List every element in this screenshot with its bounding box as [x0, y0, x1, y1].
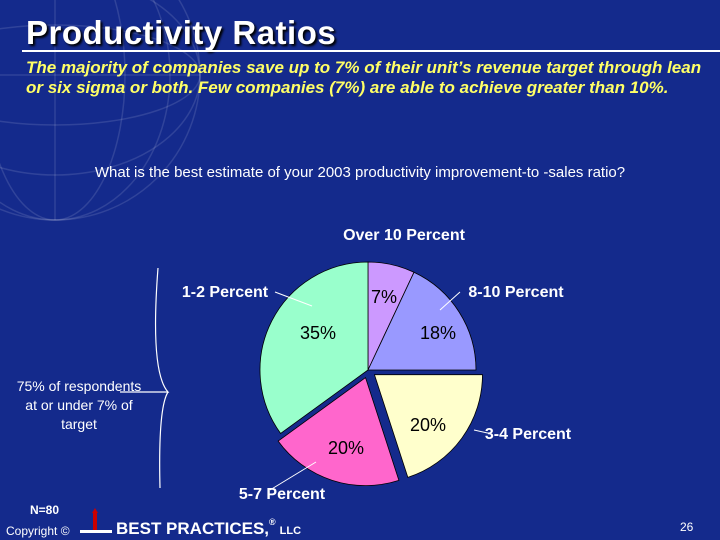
title-divider	[22, 50, 720, 52]
slice-percent-label: 7%	[371, 287, 397, 307]
logo-mark-icon	[80, 508, 112, 533]
slice-category-label: Over 10 Percent	[343, 227, 466, 244]
survey-question: What is the best estimate of your 2003 p…	[94, 164, 626, 181]
copyright-text: Copyright ©	[6, 524, 70, 538]
company-logo: BEST PRACTICES,®LLC	[116, 517, 302, 539]
slice-percent-label: 18%	[420, 323, 456, 343]
pie-slice	[367, 271, 477, 371]
page-number: 26	[680, 520, 694, 534]
slice-category-label: 8-10 Percent	[468, 284, 564, 301]
slice-percent-label: 35%	[300, 323, 336, 343]
slice-percent-label: 20%	[410, 415, 446, 435]
pie-slice	[259, 261, 369, 435]
page-title: Productivity Ratios	[26, 14, 337, 51]
registered-mark: ®	[269, 517, 276, 527]
sample-size: N=80	[30, 503, 60, 517]
slice-category-label: 5-7 Percent	[239, 486, 326, 503]
company-suffix: LLC	[279, 525, 302, 537]
slice-category-label: 3-4 Percent	[485, 426, 572, 443]
pie-slice	[373, 374, 483, 478]
slice-category-label: 1-2 Percent	[182, 284, 269, 301]
summary-note: 75% of respondents at or under 7% of tar…	[16, 378, 142, 432]
slice-percent-label: 20%	[328, 438, 364, 458]
callout-line	[274, 291, 313, 307]
company-name: BEST PRACTICES,	[116, 519, 270, 538]
summary-brace	[120, 267, 170, 489]
callout-line	[439, 291, 461, 311]
callout-line	[269, 461, 317, 491]
pie-slice	[277, 376, 400, 487]
slide-subtitle: The majority of companies save up to 7% …	[26, 58, 702, 97]
callout-line	[473, 429, 493, 435]
